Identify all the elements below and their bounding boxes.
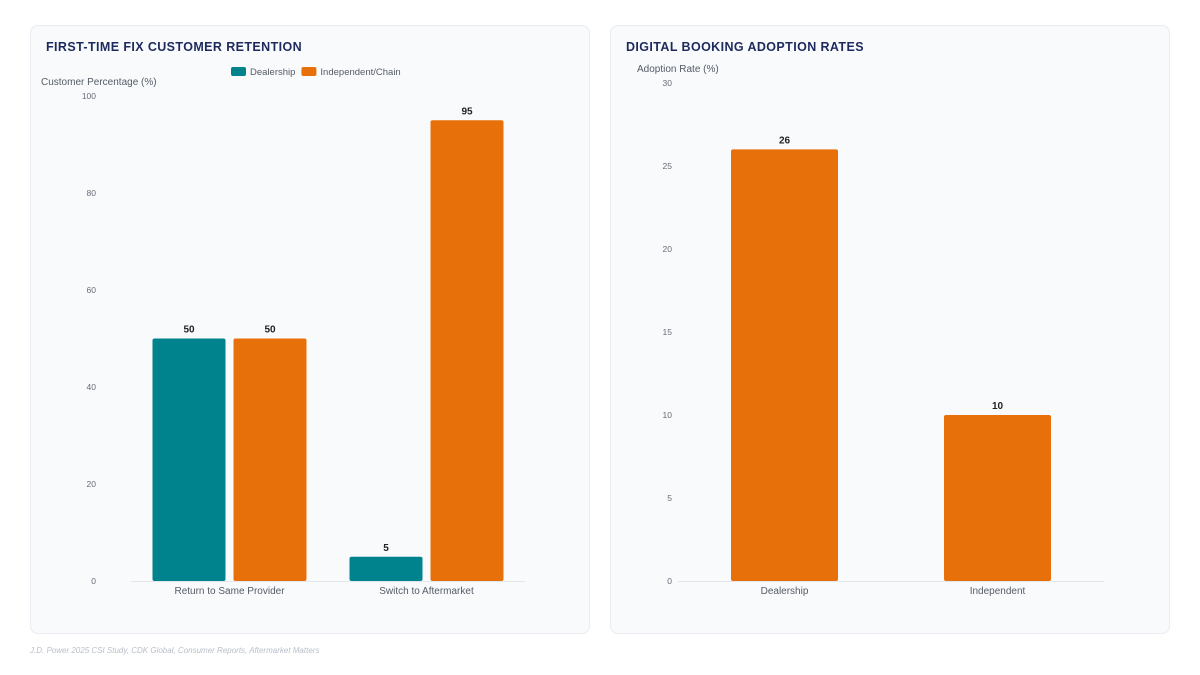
y-tick-label: 40 — [87, 382, 97, 392]
y-tick-label: 25 — [663, 161, 673, 171]
x-tick-label: Return to Same Provider — [174, 586, 285, 597]
bar — [731, 149, 838, 581]
y-tick-label: 30 — [663, 78, 673, 88]
bar — [152, 338, 226, 581]
bar — [233, 338, 307, 581]
legend-label: Independent/Chain — [320, 67, 400, 78]
booking-chart-panel: DIGITAL BOOKING ADOPTION RATES Adoption … — [610, 25, 1170, 634]
data-label: 5 — [383, 543, 389, 554]
booking-chart-title: DIGITAL BOOKING ADOPTION RATES — [626, 40, 864, 54]
y-tick-label: 20 — [87, 479, 97, 489]
y-axis-title: Customer Percentage (%) — [41, 77, 157, 88]
x-tick-label: Switch to Aftermarket — [379, 586, 474, 597]
y-tick-label: 80 — [87, 188, 97, 198]
x-tick-label: Dealership — [761, 586, 809, 597]
y-tick-label: 5 — [667, 493, 672, 503]
y-tick-label: 10 — [663, 410, 673, 420]
data-label: 95 — [461, 106, 473, 117]
y-tick-label: 60 — [87, 285, 97, 295]
y-tick-label: 20 — [663, 244, 673, 254]
y-tick-label: 100 — [82, 91, 96, 101]
data-label: 50 — [264, 325, 276, 336]
retention-chart-title: FIRST-TIME FIX CUSTOMER RETENTION — [46, 40, 303, 54]
source-note: J.D. Power 2025 CSI Study, CDK Global, C… — [30, 646, 320, 655]
data-label: 50 — [183, 325, 195, 336]
bar — [349, 556, 423, 581]
bar — [944, 415, 1051, 581]
data-label: 26 — [779, 135, 791, 146]
booking-chart-svg: Adoption Rate (%) 0 5 10 15 20 25 30 26 Dealershi… — [637, 64, 1104, 597]
y-tick-label: 0 — [667, 576, 672, 586]
retention-chart-panel: FIRST-TIME FIX CUSTOMER RETENTION Custom… — [30, 25, 590, 634]
data-label: 10 — [992, 401, 1004, 412]
y-tick-label: 0 — [91, 576, 96, 586]
legend-swatch — [231, 67, 246, 76]
y-axis-title: Adoption Rate (%) — [637, 64, 719, 75]
legend-swatch — [301, 67, 317, 76]
bar — [430, 120, 504, 581]
y-tick-label: 15 — [663, 327, 673, 337]
retention-chart-svg: Customer Percentage (%) 0 20 40 60 80 100 50 50 R… — [41, 67, 525, 597]
legend-label: Dealership — [250, 67, 295, 78]
x-tick-label: Independent — [970, 586, 1026, 597]
